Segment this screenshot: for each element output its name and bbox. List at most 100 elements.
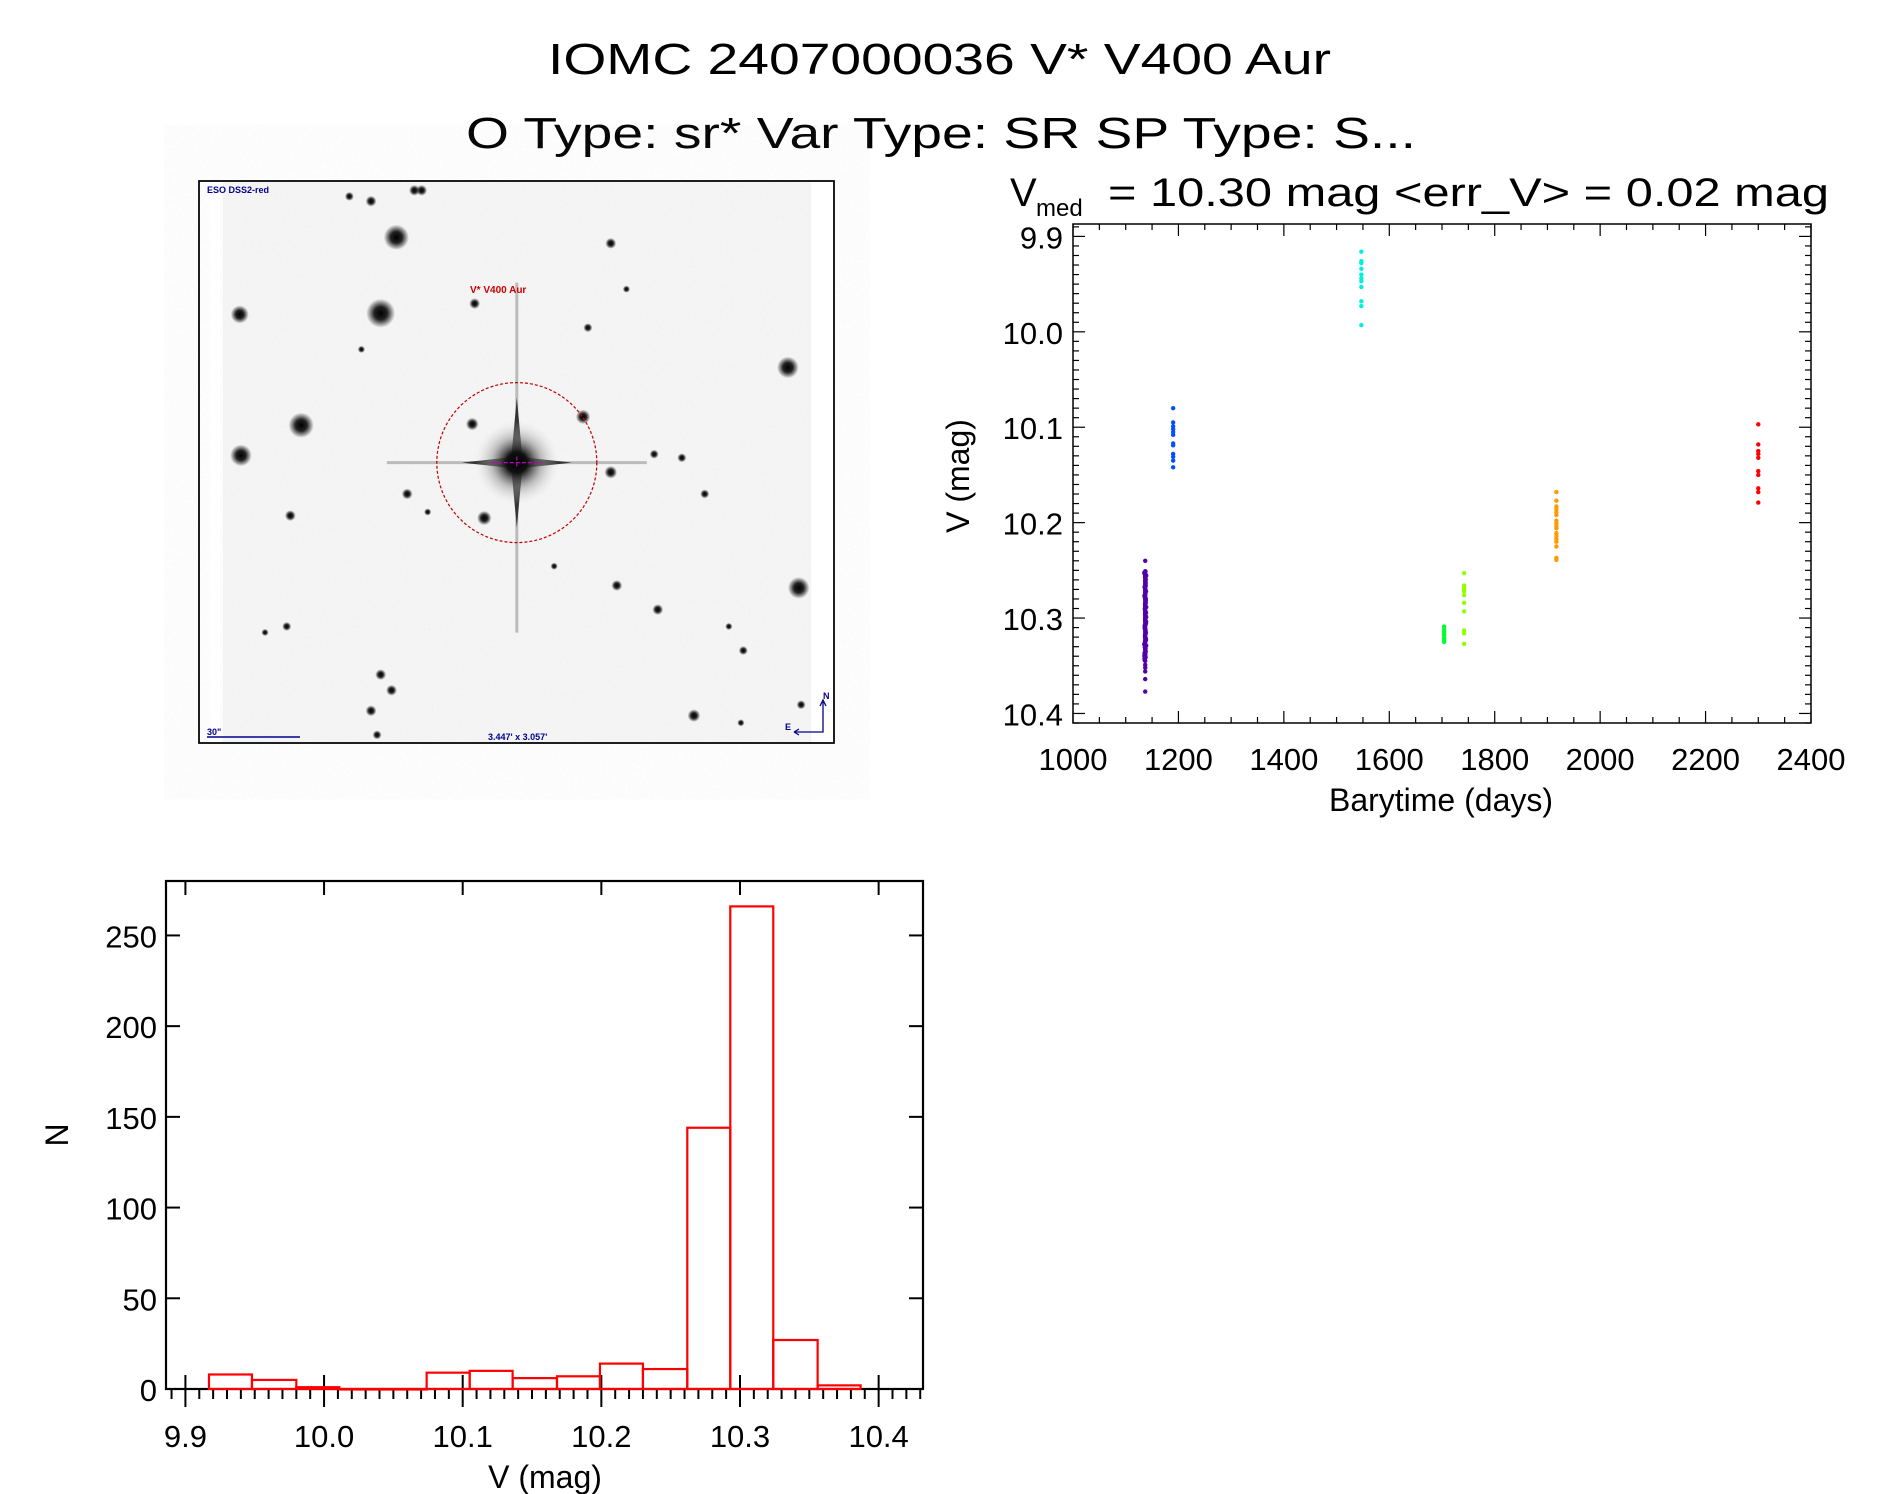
star [650, 450, 659, 459]
star [604, 466, 617, 479]
vmed-label: V [1010, 171, 1037, 215]
data-point-season-2 [1171, 455, 1175, 459]
scatter-y-tick-label: 10.2 [1003, 507, 1063, 542]
star [282, 622, 291, 631]
data-point-season-2 [1171, 420, 1175, 424]
star [688, 709, 701, 722]
scatter-x-tick-label: 2200 [1671, 742, 1740, 777]
scatter-x-tick-label: 1000 [1039, 742, 1108, 777]
data-point-season-3 [1359, 323, 1363, 327]
histogram-bar [382, 1389, 426, 1390]
star [416, 185, 427, 196]
data-point-season-2 [1171, 406, 1175, 410]
data-point-season-2 [1171, 433, 1175, 437]
star [788, 577, 810, 599]
compass-east-label: E [785, 722, 791, 732]
star [737, 719, 744, 726]
data-point-season-6 [1554, 490, 1558, 494]
data-point-season-6 [1554, 540, 1558, 544]
star [373, 730, 382, 739]
star [231, 305, 249, 323]
magnitude-histogram: V (mag) N 9.9 10.0 10.1 10.2 10.3 10.40501001… [39, 881, 923, 1494]
star [285, 510, 296, 521]
data-point-season-6 [1554, 558, 1558, 562]
data-point-season-2 [1171, 443, 1175, 447]
star [725, 623, 732, 630]
star [424, 508, 431, 515]
star [384, 225, 409, 250]
scatter-axes-frame [1073, 224, 1811, 723]
title-line-2: O Type: sr* Var Type: SR SP Type: S... [466, 109, 1416, 158]
data-point-season-4 [1442, 640, 1446, 644]
title-line-1: IOMC 2407000036 V* V400 Aur [548, 35, 1331, 84]
sky-image-panel: ESO DSS2-red V* V400 Aur 30" 3.447' x 3.… [199, 181, 834, 743]
star [358, 346, 365, 353]
star [261, 629, 268, 636]
hist-y-tick-label: 0 [140, 1373, 157, 1408]
scatter-y-tick-label: 10.3 [1003, 602, 1063, 637]
data-point-season-1 [1143, 559, 1147, 563]
data-point-season-3 [1359, 285, 1363, 289]
target-label: V* V400 Aur [470, 285, 526, 296]
data-point-season-5 [1462, 571, 1466, 575]
hist-x-tick-label: 10.2 [571, 1419, 631, 1454]
hist-x-label: V (mag) [488, 1459, 602, 1494]
data-point-season-3 [1359, 261, 1363, 265]
vmed-err-label: = 10.30 mag <err_V> = 0.02 mag [1108, 171, 1829, 215]
histogram-bar [557, 1376, 600, 1389]
data-point-season-1 [1143, 665, 1147, 669]
star [611, 580, 622, 591]
hist-x-tick-label: 10.4 [848, 1419, 908, 1454]
data-point-season-5 [1462, 642, 1466, 646]
star [375, 669, 386, 680]
hist-y-tick-label: 200 [105, 1010, 157, 1045]
scatter-x-tick-label: 1200 [1144, 742, 1213, 777]
data-point-season-6 [1554, 498, 1558, 502]
star [797, 700, 806, 709]
hist-y-tick-label: 50 [123, 1282, 157, 1317]
light-curve-plot: V med = 10.30 mag <err_V> = 0.02 mag Bar… [940, 171, 1845, 818]
scatter-x-tick-label: 2400 [1777, 742, 1846, 777]
star [583, 323, 592, 332]
histogram-bar [339, 1389, 382, 1390]
star [402, 489, 413, 500]
star [652, 604, 663, 615]
data-point-season-7 [1756, 452, 1760, 456]
scatter-y-label: V (mag) [940, 419, 976, 533]
scatter-x-label: Barytime (days) [1329, 782, 1553, 818]
hist-y-tick-label: 150 [105, 1101, 157, 1136]
data-point-season-3 [1359, 267, 1363, 271]
data-point-season-2 [1171, 465, 1175, 469]
star [289, 413, 314, 438]
data-point-season-3 [1359, 272, 1363, 276]
data-point-season-7 [1756, 500, 1760, 504]
histogram-bar [687, 1128, 730, 1389]
data-point-season-5 [1462, 601, 1466, 605]
star [477, 511, 491, 525]
hist-x-tick-label: 10.1 [433, 1419, 493, 1454]
data-point-season-3 [1359, 279, 1363, 283]
star [551, 563, 558, 570]
vmed-subscript: med [1036, 195, 1083, 222]
data-point-season-6 [1554, 526, 1558, 530]
data-point-season-6 [1554, 544, 1558, 548]
scatter-y-tick-label: 10.1 [1003, 411, 1063, 446]
scatter-y-tick-label: 9.9 [1020, 220, 1063, 255]
scatter-x-tick-label: 1400 [1249, 742, 1318, 777]
fov-label: 3.447' x 3.057' [488, 732, 547, 742]
hist-y-tick-label: 250 [105, 919, 157, 954]
histogram-bar [252, 1380, 296, 1389]
data-point-season-1 [1143, 677, 1147, 681]
data-point-season-7 [1756, 442, 1760, 446]
star [466, 418, 479, 431]
histogram-bar [730, 906, 773, 1389]
star [623, 286, 630, 293]
hist-axes-frame [166, 881, 923, 1389]
data-point-season-5 [1462, 589, 1466, 593]
star [700, 489, 709, 498]
histogram-bar [513, 1378, 557, 1389]
data-point-season-1 [1143, 669, 1147, 673]
data-point-season-3 [1359, 249, 1363, 253]
scatter-x-tick-label: 1600 [1355, 742, 1424, 777]
star [386, 685, 397, 696]
